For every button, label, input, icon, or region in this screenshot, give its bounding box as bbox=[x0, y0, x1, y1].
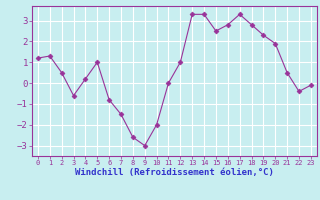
X-axis label: Windchill (Refroidissement éolien,°C): Windchill (Refroidissement éolien,°C) bbox=[75, 168, 274, 177]
